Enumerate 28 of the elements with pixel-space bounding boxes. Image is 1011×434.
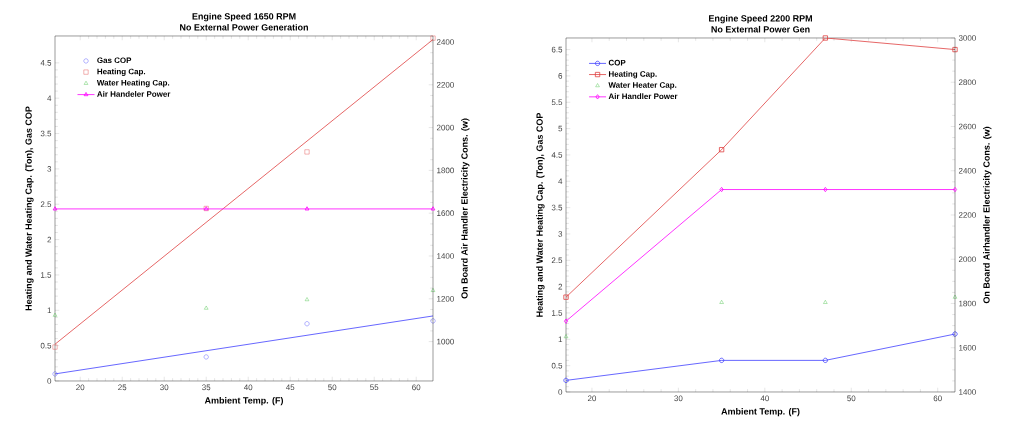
point xyxy=(430,288,436,292)
point xyxy=(719,300,724,304)
y-axis-title: Heating and Water Heating Cap. (Ton), Gas COP xyxy=(536,113,545,317)
point xyxy=(823,300,828,304)
point xyxy=(204,305,209,310)
point xyxy=(304,149,310,155)
chart-title: Engine Speed 2200 RPM xyxy=(709,14,812,24)
point xyxy=(822,35,828,41)
point xyxy=(203,354,209,360)
point xyxy=(430,318,436,324)
y2-axis-title: On Board Air Handler Electricity Cons. (w) xyxy=(461,118,470,299)
x-axis-title: Ambient Temp. (F) xyxy=(204,396,283,406)
point xyxy=(563,294,569,300)
chart-subtitle: No External Power Generation xyxy=(180,23,308,31)
x-axis-title: Ambient Temp. (F) xyxy=(721,407,800,417)
point xyxy=(304,297,310,301)
chart-subtitle: No External Power Gen xyxy=(711,25,810,33)
chart-title: Engine Speed 1650 RPM xyxy=(192,12,296,22)
point xyxy=(563,334,569,338)
point xyxy=(52,344,58,350)
point xyxy=(719,147,725,153)
y-axis-title: Heating and Water Heating Cap. (Ton), Gas COP xyxy=(25,106,34,311)
point xyxy=(304,321,310,327)
point xyxy=(52,312,58,317)
y2-axis-title: On Board Airhandler Electricity Cons. (w) xyxy=(983,126,992,304)
point xyxy=(719,357,725,363)
point xyxy=(952,294,958,299)
point xyxy=(822,357,828,363)
